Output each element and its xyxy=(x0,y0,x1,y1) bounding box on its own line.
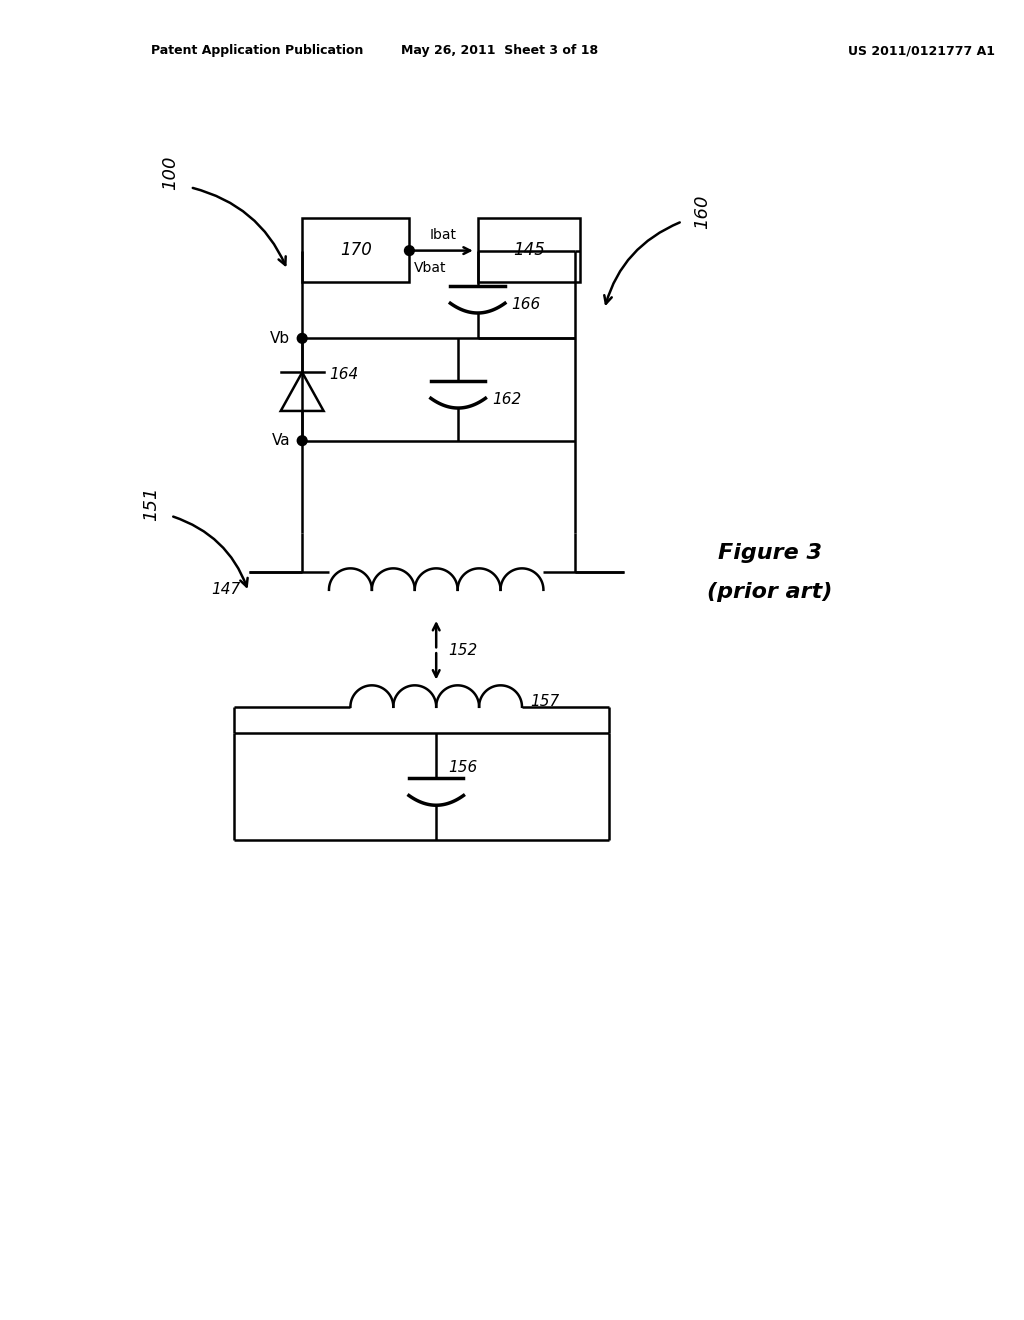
Text: Figure 3: Figure 3 xyxy=(718,543,822,562)
Text: 162: 162 xyxy=(493,392,521,407)
Text: 152: 152 xyxy=(447,643,477,657)
Text: Va: Va xyxy=(271,433,291,449)
Text: 166: 166 xyxy=(512,297,541,312)
Text: Patent Application Publication: Patent Application Publication xyxy=(152,45,364,57)
Bar xyxy=(477,218,580,281)
Text: May 26, 2011  Sheet 3 of 18: May 26, 2011 Sheet 3 of 18 xyxy=(400,45,598,57)
Circle shape xyxy=(297,436,307,446)
Text: 157: 157 xyxy=(529,694,559,709)
Text: 160: 160 xyxy=(693,194,711,228)
Text: 151: 151 xyxy=(142,487,160,521)
Text: Vbat: Vbat xyxy=(415,261,446,275)
Text: 170: 170 xyxy=(340,242,372,259)
Text: 100: 100 xyxy=(162,156,179,190)
Text: 145: 145 xyxy=(513,242,545,259)
Text: Vb: Vb xyxy=(270,331,291,346)
Text: US 2011/0121777 A1: US 2011/0121777 A1 xyxy=(848,45,995,57)
Circle shape xyxy=(297,334,307,343)
Text: 164: 164 xyxy=(330,367,358,383)
Text: Ibat: Ibat xyxy=(430,228,457,242)
Bar xyxy=(302,218,410,281)
Text: (prior art): (prior art) xyxy=(708,582,833,602)
Text: 156: 156 xyxy=(447,760,477,775)
Circle shape xyxy=(404,246,415,256)
Text: 147: 147 xyxy=(212,582,241,598)
